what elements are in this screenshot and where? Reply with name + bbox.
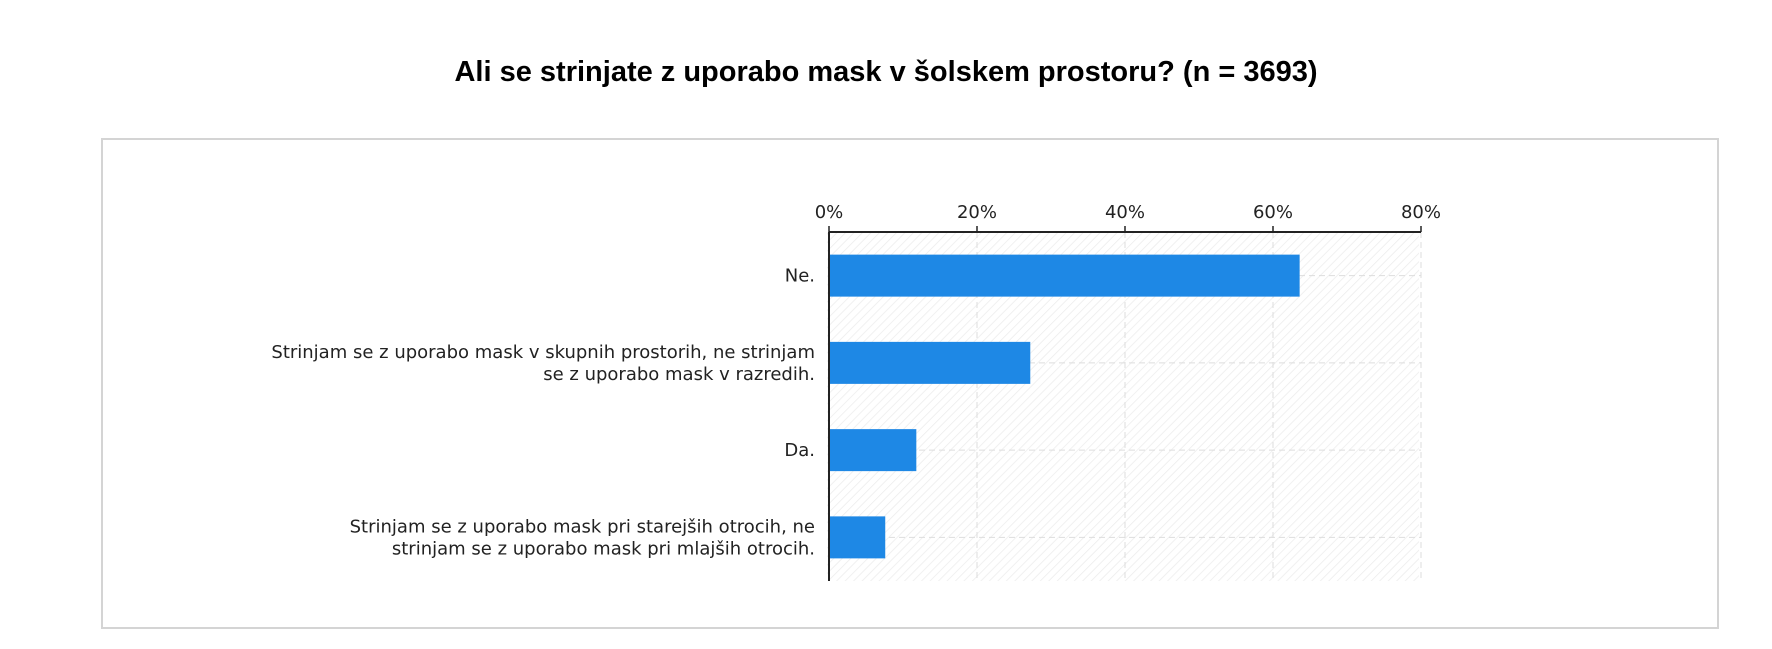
bar (829, 429, 917, 472)
bar (829, 341, 1031, 384)
bar (829, 254, 1300, 297)
chart-title: Ali se strinjate z uporabo mask v šolske… (454, 56, 1318, 88)
x-tick-label: 20% (957, 202, 997, 223)
x-tick-label: 40% (1105, 202, 1145, 223)
category-label: Da. (784, 440, 815, 461)
x-tick-label: 80% (1401, 202, 1441, 223)
category-label: Strinjam se z uporabo mask pri starejših… (350, 516, 815, 559)
category-label: Strinjam se z uporabo mask v skupnih pro… (271, 342, 815, 385)
bar (829, 516, 886, 559)
category-label: Ne. (785, 266, 815, 287)
x-tick-label: 0% (815, 202, 844, 223)
chart-frame (101, 138, 1719, 629)
x-tick-label: 60% (1253, 202, 1293, 223)
